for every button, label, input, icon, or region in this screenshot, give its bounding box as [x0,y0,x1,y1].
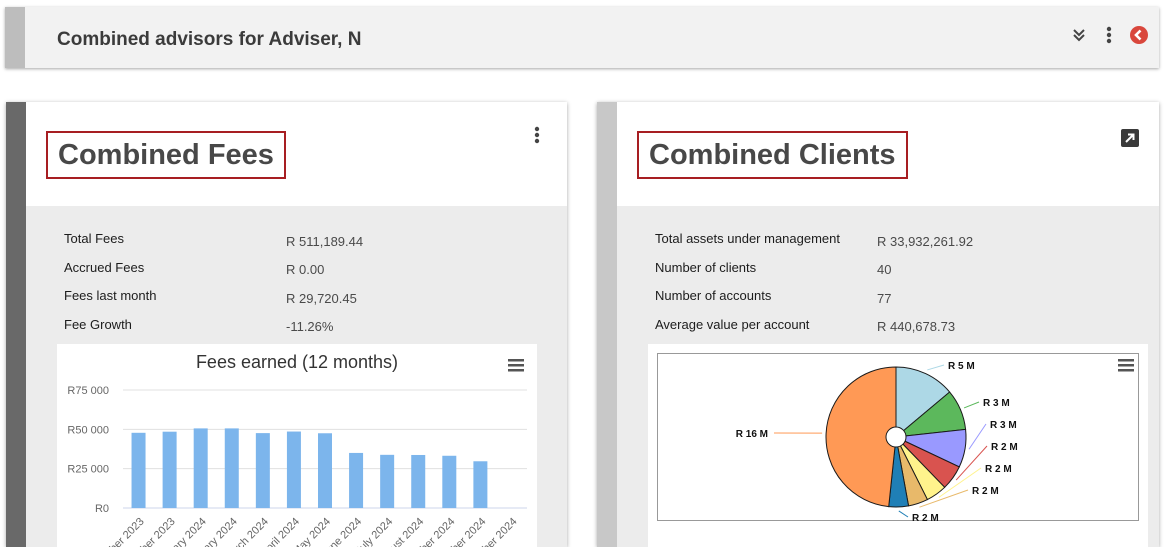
fees-card-accent [6,102,26,547]
x-tick-label: ber 2023 [139,516,178,547]
bar[interactable] [193,428,208,508]
stat-label-number-of-accounts: Number of accounts [655,288,772,303]
x-tick-label: pril 2024 [264,516,302,547]
fees-card-header: Combined Fees [26,102,567,206]
stat-value-fee-growth: -11.26% [286,319,334,334]
bar[interactable] [255,433,270,508]
x-tick-label: rch 2024 [232,516,271,547]
fees-card-title: Combined Fees [46,131,286,179]
pie-connector [968,423,987,450]
stat-value-number-of-accounts: 77 [877,291,892,306]
clients-card-title: Combined Clients [637,131,908,179]
pie-connector [927,364,945,371]
page-title: Combined advisors for Adviser, N [57,29,362,50]
bar[interactable] [473,461,488,508]
stat-label-fee-growth: Fee Growth [64,317,132,332]
bar[interactable] [318,433,332,508]
stat-value-total-fees: R 511,189.44 [286,234,364,249]
stat-value-fees-last-month: R 29,720.45 [286,291,357,306]
stat-label-accrued-fees: Accrued Fees [64,260,145,275]
y-tick-label: R50 000 [67,424,109,436]
fees-chart-container: Fees earned (12 months) R0 R25 000 R50 000… [57,344,537,547]
pie-chart-frame [657,353,1139,521]
pie-data-label: R 3 M [990,420,1017,431]
chart-title: Fees earned (12 months) [196,352,398,372]
bar[interactable] [349,452,364,508]
pie-slice[interactable] [825,366,897,508]
pie-data-label: R 2 M [991,442,1018,453]
stat-value-number-of-clients: 40 [877,262,892,277]
bar[interactable] [224,428,239,508]
fees-bar-chart: Fees earned (12 months) R0 R25 000 R50 000… [67,352,527,547]
clients-card: Combined Clients Total assets under mana… [597,102,1159,547]
pie-connector [963,401,980,409]
stat-value-total-assets: R 33,932,261.92 [877,234,974,249]
x-tick-label: une 2024 [323,516,364,547]
pie-data-label: R 2 M [972,486,999,497]
fees-card: Combined Fees Total Fees R 511,189.44 Ac… [6,102,567,547]
pie-data-label: R 16 M [736,429,768,440]
stat-value-average-value: R 440,678.73 [877,319,956,334]
pie-chart-menu-icon[interactable] [1118,359,1134,372]
x-tick-label: ber 2023 [107,516,146,547]
pie-data-label: R 5 M [948,361,975,372]
pie-center-hole [885,426,907,448]
clients-card-accent [597,102,617,547]
x-tick-label: ber 2024 [418,516,457,547]
bar[interactable] [286,431,301,508]
pie-connector [898,510,909,518]
y-tick-label: R0 [95,503,109,515]
stat-label-total-fees: Total Fees [64,231,124,246]
stat-label-average-value: Average value per account [655,317,810,332]
pie-connector [938,467,982,498]
stat-value-accrued-fees: R 0.00 [286,262,325,277]
bar[interactable] [411,454,426,508]
bar[interactable] [131,432,146,508]
pie-data-label: R 2 M [912,513,939,524]
expand-external-icon[interactable] [1121,129,1139,152]
pie-connector [919,489,969,508]
bar[interactable] [162,431,177,508]
header-actions [1069,24,1149,46]
stat-label-total-assets: Total assets under management [655,231,840,246]
pie-slice[interactable] [895,366,951,439]
fees-menu-dots-icon[interactable] [534,126,540,149]
pie-data-label: R 2 M [985,464,1012,475]
stat-label-fees-last-month: Fees last month [64,288,157,303]
x-tick-label: ust 2024 [388,516,426,547]
chart-menu-icon[interactable] [508,359,524,372]
x-tick-label: ary 2024 [201,516,240,547]
x-tick-label: ber 2024 [449,516,488,547]
double-chevron-down-icon[interactable] [1069,24,1089,46]
clients-card-header: Combined Clients [617,102,1159,206]
header-accent [5,7,25,68]
pie-connector [955,445,988,481]
x-tick-label: ber 2024 [480,516,519,547]
pie-data-label: R 3 M [983,398,1010,409]
clients-pie-chart: R 5 M R 3 M R 3 M R 2 M R 2 M R 2 M R 2 M R 16 … [736,359,1134,524]
x-tick-label: ary 2024 [170,516,209,547]
back-arrow-circle-icon[interactable] [1129,24,1149,46]
y-tick-label: R75 000 [67,385,109,397]
bar[interactable] [442,455,457,508]
stat-label-number-of-clients: Number of clients [655,260,757,275]
y-tick-label: R25 000 [67,464,109,476]
vertical-dots-icon[interactable] [1099,24,1119,46]
page-header: Combined advisors for Adviser, N [5,7,1159,68]
bar[interactable] [380,454,395,508]
clients-chart-container: R 5 M R 3 M R 3 M R 2 M R 2 M R 2 M R 2 M R 16 … [648,344,1148,547]
